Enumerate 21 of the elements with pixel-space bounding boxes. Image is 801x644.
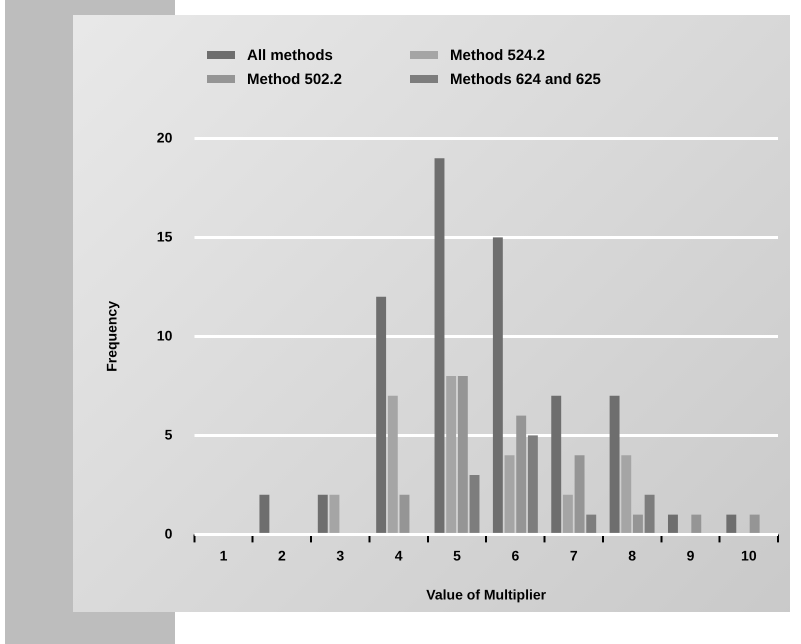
y-tick-label: 10 — [156, 327, 173, 344]
y-tick-label: 15 — [156, 228, 173, 244]
y-tick-label: 0 — [164, 525, 173, 542]
y-tick-label: 20 — [156, 129, 173, 146]
legend-label: All methods — [247, 46, 333, 64]
x-tick-label: 7 — [570, 548, 578, 564]
x-tick-label: 9 — [686, 548, 695, 564]
x-tick-label: 1 — [220, 548, 228, 564]
x-tick-label: 8 — [628, 548, 636, 564]
x-tick-label: 2 — [278, 548, 286, 564]
legend-label: Method 502.2 — [247, 70, 342, 88]
legend-label: Methods 624 and 625 — [450, 70, 601, 88]
x-axis-title: Value of Multiplier — [426, 586, 547, 602]
legend-label: Method 524.2 — [450, 46, 546, 64]
x-tick-label: 6 — [511, 548, 520, 564]
y-tick-label: 5 — [164, 426, 173, 442]
x-tick-label: 10 — [741, 548, 757, 564]
x-tick-label: 3 — [336, 548, 344, 564]
x-tick-label: 5 — [453, 548, 462, 564]
y-axis-title: Frequency — [103, 300, 120, 372]
x-tick-label: 4 — [394, 548, 403, 564]
